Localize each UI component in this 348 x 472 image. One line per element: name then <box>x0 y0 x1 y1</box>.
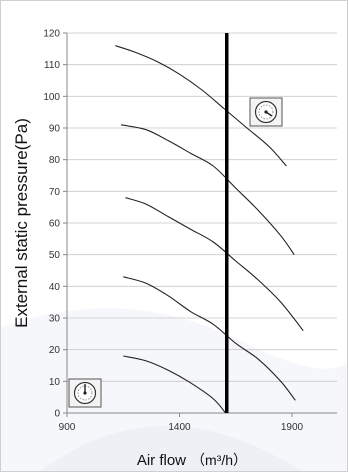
series-curve-4 <box>123 276 296 401</box>
y-tick-label: 10 <box>49 377 61 388</box>
x-tick-labels: 900 1400 1900 <box>59 422 304 433</box>
y-tick-label: 40 <box>49 282 61 293</box>
y-tick-label: 30 <box>49 314 61 325</box>
axes <box>63 32 337 417</box>
y-tick-label: 60 <box>49 219 61 230</box>
y-tick-label: 80 <box>49 155 61 166</box>
y-tick-label: 100 <box>43 92 60 103</box>
series-curves <box>115 45 304 414</box>
y-tick-label: 0 <box>54 409 60 420</box>
y-tick-label: 90 <box>49 124 61 135</box>
y-tick-label: 120 <box>43 29 60 40</box>
x-tick-label: 900 <box>59 422 76 433</box>
y-axis-label: External static pressure(Pa) <box>12 118 31 328</box>
y-tick-label: 70 <box>49 187 61 198</box>
series-curve-2 <box>120 124 295 255</box>
y-tick-label: 110 <box>44 60 60 71</box>
x-tick-label: 1900 <box>281 422 304 433</box>
x-tick-label: 1400 <box>168 422 191 433</box>
y-tick-labels: 0 10 20 30 40 50 60 70 80 90 100 110 120 <box>43 29 60 420</box>
fan-dial-icon <box>68 378 102 408</box>
series-curve-3 <box>125 197 304 332</box>
x-axis-unit: （m³/h） <box>191 452 247 468</box>
x-axis-label: Air flow <box>137 452 186 469</box>
series-curve-5 <box>123 355 227 414</box>
gridlines <box>67 32 337 382</box>
y-tick-label: 50 <box>49 250 61 261</box>
y-tick-label: 20 <box>49 345 61 356</box>
series-curve-1 <box>115 45 287 167</box>
fan-dial-icon <box>249 97 283 127</box>
